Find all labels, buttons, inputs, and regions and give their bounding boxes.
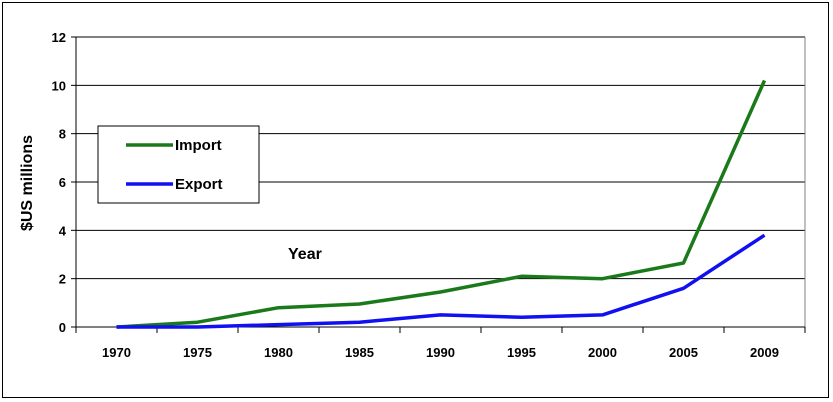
- y-tick-labels: 0 2 4 6 8 10 12: [52, 30, 67, 335]
- y-tick-label-6: 6: [59, 175, 66, 190]
- legend-box: [97, 125, 260, 204]
- x-tick-label-1995: 1995: [507, 345, 536, 360]
- legend-label-import: Import: [175, 137, 222, 154]
- annotation-year: Year: [288, 246, 322, 263]
- y-tick-label-4: 4: [59, 223, 67, 238]
- y-tick-label-0: 0: [59, 320, 66, 335]
- y-tick-label-10: 10: [52, 78, 66, 93]
- x-tick-label-1985: 1985: [345, 345, 374, 360]
- x-tick-label-1975: 1975: [183, 345, 212, 360]
- series-line-export: [116, 233, 766, 329]
- x-tick-label-2005: 2005: [669, 345, 698, 360]
- x-tick-label-1990: 1990: [426, 345, 455, 360]
- x-tick-label-1970: 1970: [102, 345, 131, 360]
- x-tick-labels: 1970 1975 1980 1985 1990 1995 2000 2005 2009: [102, 345, 779, 360]
- legend: Import Export: [97, 125, 260, 204]
- x-tick-label-2000: 2000: [588, 345, 617, 360]
- y-tick-label-8: 8: [59, 127, 66, 142]
- series-line-import: [116, 79, 767, 329]
- legend-label-export: Export: [175, 176, 223, 193]
- y-axis-label: $US millions: [19, 135, 36, 231]
- y-tick-label-2: 2: [59, 272, 66, 287]
- x-tick-label-1980: 1980: [264, 345, 293, 360]
- y-tick-label-12: 12: [52, 30, 66, 45]
- series-lines: [116, 79, 767, 329]
- x-tick-label-2009: 2009: [750, 345, 779, 360]
